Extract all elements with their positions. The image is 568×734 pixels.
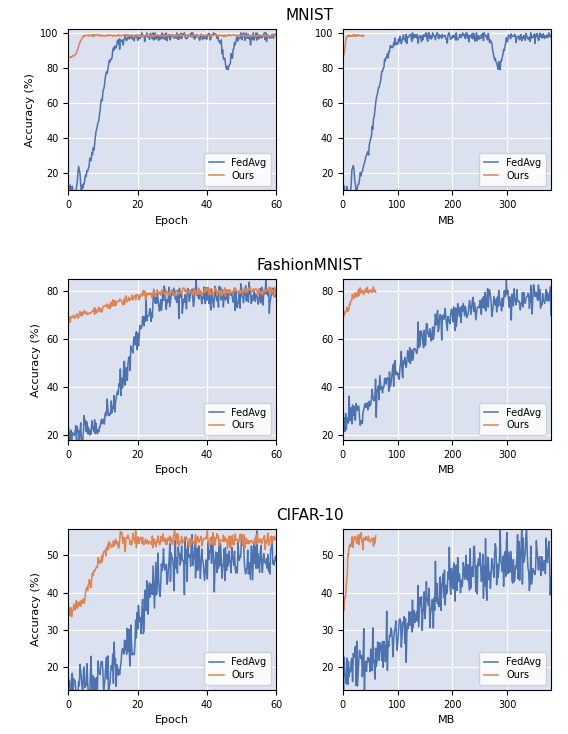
X-axis label: Epoch: Epoch (155, 216, 189, 226)
Legend: FedAvg, Ours: FedAvg, Ours (204, 153, 272, 186)
Y-axis label: Accuracy (%): Accuracy (%) (31, 573, 40, 647)
Legend: FedAvg, Ours: FedAvg, Ours (479, 403, 546, 435)
Legend: FedAvg, Ours: FedAvg, Ours (204, 653, 272, 685)
X-axis label: Epoch: Epoch (155, 715, 189, 725)
Text: FashionMNIST: FashionMNIST (257, 258, 362, 273)
Y-axis label: Accuracy (%): Accuracy (%) (24, 73, 35, 147)
X-axis label: MB: MB (438, 715, 456, 725)
Text: CIFAR-10: CIFAR-10 (275, 508, 344, 523)
Legend: FedAvg, Ours: FedAvg, Ours (479, 153, 546, 186)
Legend: FedAvg, Ours: FedAvg, Ours (479, 653, 546, 685)
Y-axis label: Accuracy (%): Accuracy (%) (31, 323, 40, 396)
Legend: FedAvg, Ours: FedAvg, Ours (204, 403, 272, 435)
X-axis label: MB: MB (438, 465, 456, 476)
X-axis label: MB: MB (438, 216, 456, 226)
Text: MNIST: MNIST (286, 9, 333, 23)
X-axis label: Epoch: Epoch (155, 465, 189, 476)
